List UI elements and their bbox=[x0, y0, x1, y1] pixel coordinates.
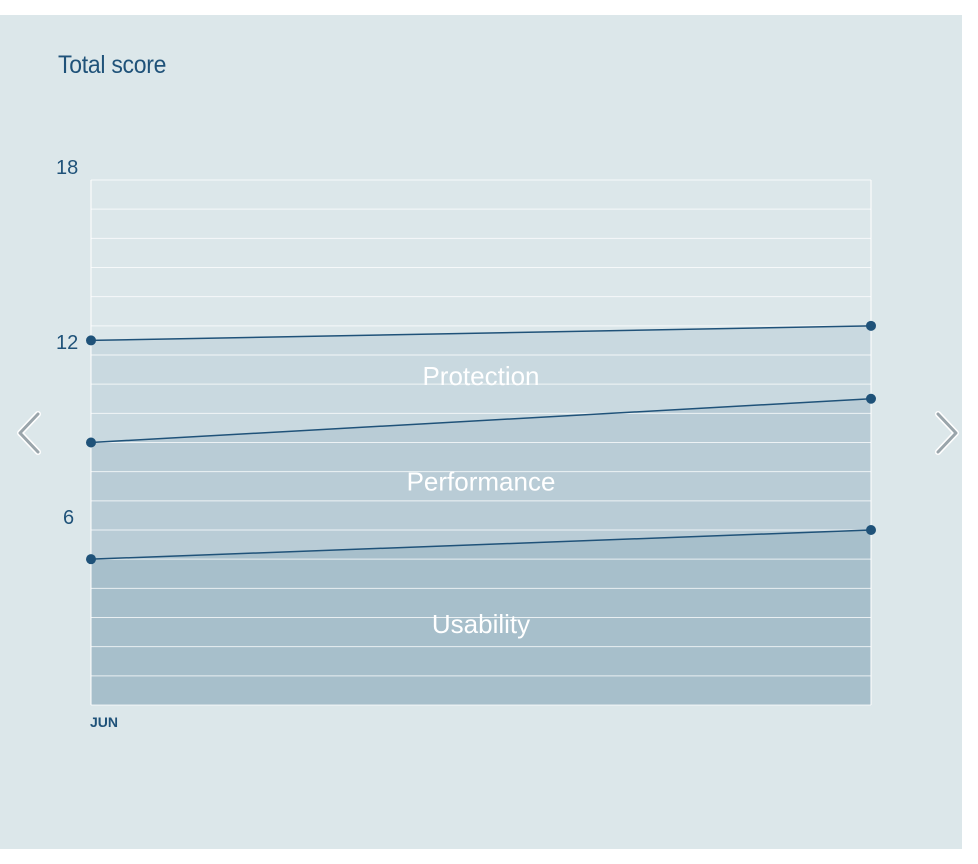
chart-title: Total score bbox=[58, 51, 167, 79]
series-label-protection: Protection bbox=[422, 361, 539, 391]
data-point-usability bbox=[866, 525, 876, 535]
chevron-right-icon bbox=[935, 411, 959, 455]
series-line-protection bbox=[90, 325, 872, 342]
data-point-performance bbox=[866, 393, 876, 404]
x-tick-label-jun: JUN bbox=[90, 714, 119, 730]
y-tick-label-12: 12 bbox=[56, 332, 79, 354]
data-point-protection bbox=[86, 335, 96, 346]
data-point-protection bbox=[866, 320, 876, 331]
y-tick-label-6: 6 bbox=[63, 507, 75, 529]
data-point-performance bbox=[86, 437, 96, 448]
series-label-performance: Performance bbox=[407, 467, 556, 497]
previous-button[interactable] bbox=[14, 410, 44, 456]
data-point-usability bbox=[86, 554, 96, 565]
series-line-usability bbox=[90, 529, 872, 560]
y-tick-label-18: 18 bbox=[56, 157, 79, 179]
chevron-left-icon bbox=[17, 411, 41, 455]
area-performance bbox=[91, 398, 871, 560]
series-label-usability: Usability bbox=[432, 609, 530, 639]
series-line-performance bbox=[90, 398, 872, 444]
next-button[interactable] bbox=[932, 410, 962, 456]
